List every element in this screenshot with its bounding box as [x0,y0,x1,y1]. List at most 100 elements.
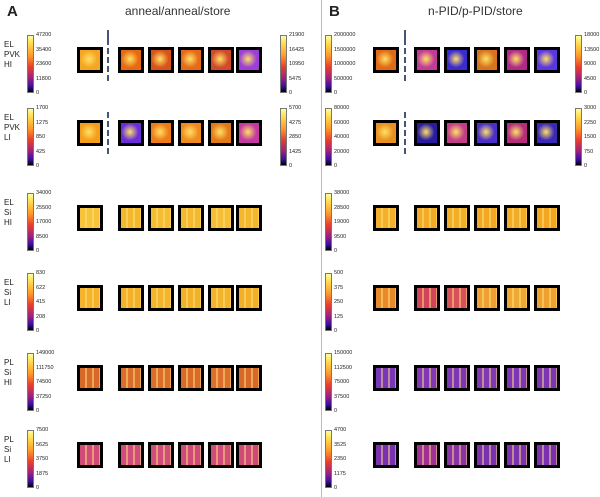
tile-a [236,285,262,311]
tile-a [118,120,144,146]
tile-a [118,285,144,311]
colorbar-b [325,35,332,93]
tile-image [80,288,100,308]
tile-image [447,445,467,465]
tile-b [534,47,560,73]
tile-image [211,288,231,308]
panel-a-letter: A [7,3,18,20]
row-label-line: Si [4,445,12,454]
colorbar-a [27,273,34,331]
scale-tick: 149000 [36,350,55,356]
row-label-line: LI [4,298,11,307]
tile-b [444,47,470,73]
tile-a [236,365,262,391]
scale-tick: 34000 [36,190,52,196]
scale-tick: 1000000 [334,61,356,67]
tile-a [178,47,204,73]
tile-a [148,365,174,391]
tile-image [417,368,437,388]
tile-image [239,368,259,388]
tile-image [507,288,527,308]
tile-a [178,365,204,391]
tile-b [373,47,399,73]
tile-image [151,445,171,465]
scale-tick: 5475 [289,75,302,82]
tile-b [504,285,530,311]
tile-b [474,285,500,311]
colorbar-a [27,35,34,93]
scale-tick: 80000 [334,105,350,111]
scale-tick: 16425 [289,46,305,53]
row-label-line: HI [4,378,12,387]
tile-a [178,205,204,231]
tile-image [376,50,396,70]
panel-b-title: n-PID/p-PID/store [428,4,523,18]
tile-image [447,208,467,228]
scale-tick: 1500 [584,134,597,140]
tile-b [414,442,440,468]
scale-tick: 2350 [334,456,347,462]
tile-image [507,123,527,143]
panel-divider [321,0,322,497]
scale-tick: 1275 [36,119,49,126]
scale-tick: 0 [289,163,293,169]
scale-tick: 10950 [289,61,305,67]
tile-image [239,208,259,228]
tile-a [77,205,103,231]
tile-b [474,47,500,73]
tile-a [118,442,144,468]
scale-tick: 0 [36,248,40,254]
scale-tick: 0 [334,90,338,96]
tile-a [148,285,174,311]
scale-tick: 1700 [36,105,49,111]
row-label: EL Si LI [4,278,14,308]
tile-image [121,445,141,465]
tile-image [181,208,201,228]
tile-image [507,50,527,70]
tile-b [373,120,399,146]
tile-a [148,442,174,468]
scale-tick: 111750 [36,364,54,371]
tile-b [373,442,399,468]
scale-tick: 2000000 [334,32,356,38]
tile-a [208,205,234,231]
scale-tick: 21900 [289,32,305,38]
scale-tick: 4500 [584,75,597,82]
scale-tick: 0 [584,90,588,96]
tile-image [537,50,557,70]
tile-image [181,445,201,465]
row-label: PL Si HI [4,358,14,388]
scale-tick: 500000 [334,75,353,82]
row-label-line: Si [4,288,12,297]
row-label-line: PL [4,358,14,367]
tile-b [474,442,500,468]
scale-tick: 0 [334,248,338,254]
tile-b [373,285,399,311]
tile-a [77,285,103,311]
scale-tick: 37250 [36,393,52,400]
scale-tick: 0 [334,408,338,414]
colorbar-b2 [575,108,582,166]
scale-tick: 3525 [334,441,347,448]
row-label-line: HI [4,60,12,69]
tile-image [376,123,396,143]
row-label: EL PVK HI [4,40,20,70]
scale-tick: 5625 [36,441,49,448]
scale-tick: 25500 [36,204,52,211]
tile-a [178,442,204,468]
separator-dash-a-top [107,30,109,42]
tile-image [537,123,557,143]
tile-image [477,123,497,143]
tile-b [504,205,530,231]
colorbar-b [325,273,332,331]
tile-b [534,365,560,391]
tile-image [447,123,467,143]
scale-tick: 4275 [289,119,302,126]
tile-b [414,365,440,391]
tile-b [444,120,470,146]
tile-b [414,205,440,231]
tile-b [474,120,500,146]
tile-b [534,120,560,146]
tile-a [236,205,262,231]
row-label-line: EL [4,198,14,207]
